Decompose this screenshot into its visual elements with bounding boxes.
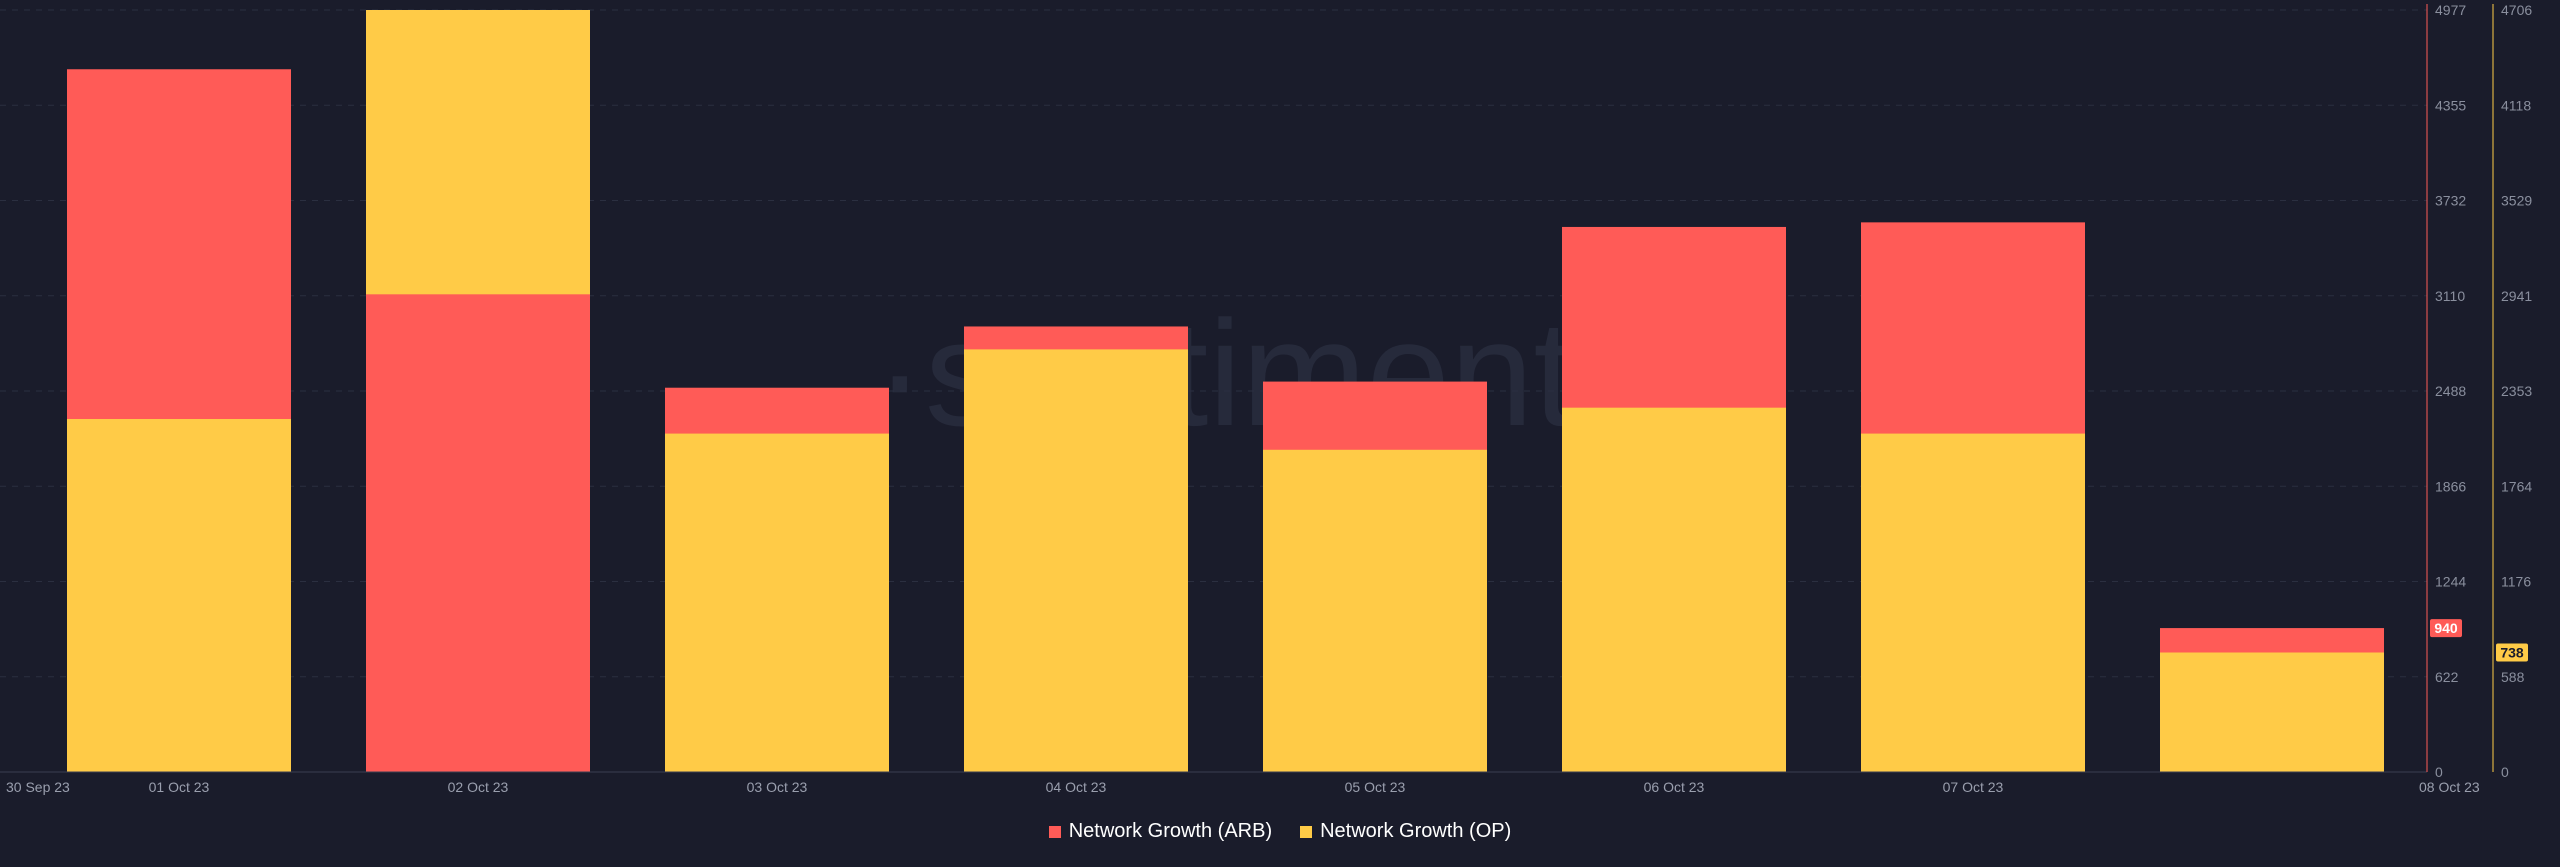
bar-op[interactable] <box>1263 449 1487 772</box>
svg-text:738: 738 <box>2500 645 2524 661</box>
right-axis-tick: 1764 <box>2501 478 2532 494</box>
left-axis-tick: 4977 <box>2435 2 2466 18</box>
svg-text:940: 940 <box>2434 620 2458 636</box>
bar-op[interactable] <box>67 419 291 772</box>
legend: Network Growth (ARB) Network Growth (OP) <box>0 820 2560 843</box>
left-axis-tick: 2488 <box>2435 383 2466 399</box>
legend-label-arb: Network Growth (ARB) <box>1068 820 1273 842</box>
right-axis-tick: 4118 <box>2501 97 2531 113</box>
right-axis-tick: 3529 <box>2501 193 2532 209</box>
left-axis-tick: 4355 <box>2435 97 2466 113</box>
left-axis-tick: 3110 <box>2435 288 2465 304</box>
last-value-badge: 940 <box>2430 619 2462 638</box>
legend-item-arb[interactable]: Network Growth (ARB) <box>1048 820 1273 843</box>
x-axis-tick-last: 08 Oct 23 <box>2419 779 2480 795</box>
x-axis-tick: 06 Oct 23 <box>1644 779 1705 795</box>
x-axis-tick: 02 Oct 23 <box>448 779 509 795</box>
x-axis-tick: 30 Sep 23 <box>6 779 70 795</box>
x-axis-tick: 01 Oct 23 <box>149 779 210 795</box>
right-axis-tick: 0 <box>2501 764 2509 780</box>
left-axis-tick: 1866 <box>2435 478 2466 494</box>
legend-label-op: Network Growth (OP) <box>1320 820 1512 842</box>
bar-op[interactable] <box>964 349 1188 772</box>
last-value-badge: 738 <box>2496 643 2528 662</box>
x-axis-tick: 05 Oct 23 <box>1345 779 1406 795</box>
right-axis-tick: 4706 <box>2501 2 2532 18</box>
bar-op[interactable] <box>2160 652 2384 772</box>
bars[interactable] <box>0 10 2384 773</box>
right-axis-tick: 2353 <box>2501 383 2532 399</box>
bar-arb[interactable] <box>366 294 590 772</box>
axes: 0 622 1244 1866 2488 3110 3732 4355 4977 0 588 1176… <box>0 2 2532 795</box>
x-axis-tick: 07 Oct 23 <box>1943 779 2004 795</box>
right-axis-tick: 588 <box>2501 669 2525 685</box>
bar-op[interactable] <box>1562 407 1786 772</box>
right-axis-tick: 2941 <box>2501 288 2532 304</box>
left-axis-tick: 622 <box>2435 669 2459 685</box>
legend-item-op[interactable]: Network Growth (OP) <box>1300 820 1511 843</box>
x-axis-tick: 04 Oct 23 <box>1046 779 1107 795</box>
x-axis-tick: 03 Oct 23 <box>747 779 808 795</box>
grid-lines <box>0 9 2427 678</box>
bar-op[interactable] <box>665 433 889 772</box>
left-axis-tick: 1244 <box>2435 574 2466 590</box>
legend-swatch-arb <box>1048 825 1061 838</box>
left-axis-tick: 0 <box>2435 764 2443 780</box>
right-axis-tick: 1176 <box>2501 574 2531 590</box>
legend-swatch-op <box>1300 825 1313 838</box>
bar-op[interactable] <box>1861 433 2085 772</box>
left-axis-tick: 3732 <box>2435 193 2466 209</box>
